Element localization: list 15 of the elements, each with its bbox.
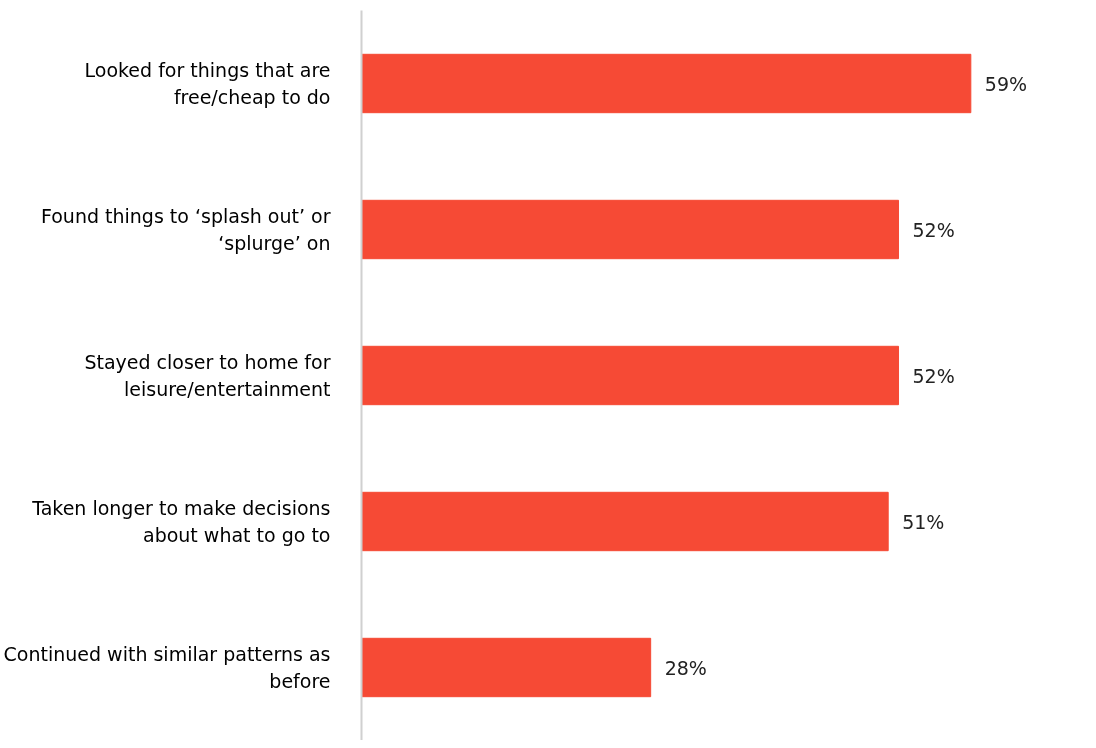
data-label: 28% [664,656,707,679]
data-label: 52% [912,218,955,241]
y-tick-label: Stayed closer to home for leisure/entertainment [84,351,331,400]
data-label: 59% [984,72,1028,95]
y-tick-label: Taken longer to make decisions about what to go to [31,497,331,546]
bar [361,491,889,552]
y-tick-label: Continued with similar patterns as before [3,643,331,692]
bar [361,199,900,260]
bar [361,637,652,698]
y-tick-label: Found things to ‘splash out’ or ‘splurge’ on [40,205,331,254]
y-tick-label: Looked for things that are free/cheap to do [84,59,331,108]
data-label: 52% [912,364,955,387]
bar [361,345,900,406]
bar [361,53,972,114]
data-label: 51% [902,510,945,533]
